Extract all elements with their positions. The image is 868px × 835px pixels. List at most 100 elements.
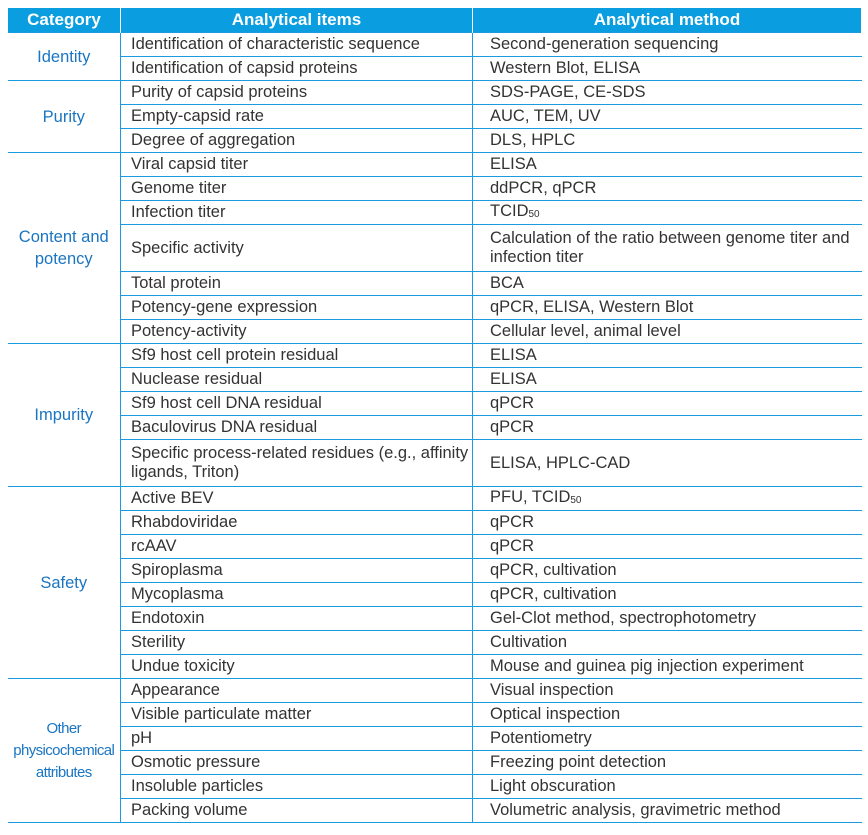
analytical-item-cell: Osmotic pressure bbox=[120, 750, 473, 775]
table-row: Nuclease residual ELISA bbox=[8, 367, 862, 392]
method-text: Cellular level, animal level bbox=[490, 322, 681, 340]
category-cell: Content and potency bbox=[7, 152, 121, 344]
table-row: Content and potency Viral capsid titer ELI… bbox=[7, 152, 862, 344]
analytical-item-cell: Specific process-related residues (e.g.,… bbox=[120, 439, 473, 487]
method-text: ELISA bbox=[490, 155, 537, 173]
analytical-item-cell: Sterility bbox=[120, 630, 473, 655]
analytical-method-cell: Cultivation bbox=[472, 630, 862, 655]
method-text: Light obscuration bbox=[490, 777, 616, 795]
analytical-item-cell: Degree of aggregation bbox=[120, 128, 473, 153]
header-items: Analytical items bbox=[120, 8, 473, 33]
header-method: Analytical method bbox=[472, 8, 862, 33]
method-text: ELISA, HPLC-CAD bbox=[490, 453, 631, 472]
method-text: Optical inspection bbox=[490, 705, 621, 723]
analytical-method-cell: Cellular level, animal level bbox=[472, 319, 862, 344]
analytical-item-cell: Viral capsid titer bbox=[120, 152, 473, 177]
table-row: Empty-capsid rate AUC, TEM, UV bbox=[8, 104, 862, 129]
table-row: Total protein BCA bbox=[8, 271, 862, 296]
method-subscript: 50 bbox=[570, 494, 582, 506]
category-cell: Other physicochemical attributes bbox=[7, 678, 121, 823]
analytical-item-cell: Genome titer bbox=[120, 176, 473, 201]
table-row: Endotoxin Gel-Clot method, spectrophotome… bbox=[8, 606, 862, 631]
table-row: Insoluble particles Light obscuration bbox=[8, 774, 862, 799]
analytical-method-cell: qPCR bbox=[472, 534, 862, 559]
method-text: qPCR, ELISA, Western Blot bbox=[490, 298, 694, 316]
table-row: Rhabdoviridae qPCR bbox=[8, 510, 862, 535]
analytical-method-cell: Potentiometry bbox=[472, 726, 862, 751]
method-text: Western Blot, ELISA bbox=[490, 59, 641, 77]
analytical-item-cell: Identification of capsid proteins bbox=[120, 56, 473, 81]
method-text: DLS, HPLC bbox=[490, 131, 576, 149]
method-text: qPCR, cultivation bbox=[490, 585, 617, 603]
table-row: Purity Purity of capsid proteins SDS-PAGE,… bbox=[7, 80, 862, 153]
table-row: Mycoplasma qPCR, cultivation bbox=[8, 582, 862, 607]
method-text: qPCR bbox=[490, 394, 535, 412]
table-row: Osmotic pressure Freezing point detection bbox=[8, 750, 862, 775]
method-text: AUC, TEM, UV bbox=[490, 107, 601, 125]
table-row: Identification of capsid proteins Western… bbox=[8, 56, 862, 81]
analytical-item-cell: Mycoplasma bbox=[120, 582, 473, 607]
table-row: Safety Active BEV PFU, TCID50 bbox=[7, 486, 862, 679]
header-category: Category bbox=[7, 8, 121, 33]
table-row: Sf9 host cell DNA residual qPCR bbox=[8, 391, 862, 416]
method-text: qPCR bbox=[490, 537, 535, 555]
table-row: Genome titer ddPCR, qPCR bbox=[8, 176, 862, 201]
analytical-method-cell: ELISA bbox=[472, 343, 862, 368]
table-row: Impurity Sf9 host cell protein residual EL… bbox=[7, 343, 862, 487]
table-row: Packing volume Volumetric analysis, gravi… bbox=[8, 798, 862, 823]
method-text: Mouse and guinea pig injection experimen… bbox=[490, 657, 804, 675]
analytical-item-cell: Sf9 host cell protein residual bbox=[120, 343, 473, 368]
analytical-method-cell: ELISA bbox=[472, 152, 862, 177]
analytical-method-cell: DLS, HPLC bbox=[472, 128, 862, 153]
category-cell: Safety bbox=[7, 486, 121, 679]
analytical-item-cell: Packing volume bbox=[120, 798, 473, 823]
method-text: qPCR, cultivation bbox=[490, 561, 617, 579]
table-row: Identity Identification of characteristic… bbox=[7, 32, 862, 81]
analytical-item-cell: Sf9 host cell DNA residual bbox=[120, 391, 473, 416]
table-row: Infection titer TCID50 bbox=[8, 200, 862, 225]
method-text: Freezing point detection bbox=[490, 753, 667, 771]
analytical-method-cell: ELISA bbox=[472, 367, 862, 392]
analytical-item-cell: Spiroplasma bbox=[120, 558, 473, 583]
analytical-method-cell: Western Blot, ELISA bbox=[472, 56, 862, 81]
category-cell: Purity bbox=[7, 80, 121, 153]
analytical-method-cell: Optical inspection bbox=[472, 702, 862, 727]
analytical-item-cell: Insoluble particles bbox=[120, 774, 473, 799]
analytical-method-cell: TCID50 bbox=[472, 200, 862, 225]
analytical-item-cell: Identification of characteristic sequenc… bbox=[120, 32, 473, 57]
analytical-method-cell: qPCR, ELISA, Western Blot bbox=[472, 295, 862, 320]
analytical-method-cell: qPCR bbox=[472, 415, 862, 440]
analytical-item-cell: Active BEV bbox=[120, 486, 473, 511]
method-text: TCID bbox=[490, 201, 529, 220]
table-row: Baculovirus DNA residual qPCR bbox=[8, 415, 862, 440]
method-text: SDS-PAGE, CE-SDS bbox=[490, 83, 646, 101]
analytical-method-cell: SDS-PAGE, CE-SDS bbox=[472, 80, 862, 105]
method-text: Gel-Clot method, spectrophotometry bbox=[490, 609, 756, 627]
method-text: ddPCR, qPCR bbox=[490, 179, 597, 197]
method-text: Calculation of the ratio between genome … bbox=[490, 229, 850, 266]
category-cell: Impurity bbox=[7, 343, 121, 487]
analytical-method-cell: PFU, TCID50 bbox=[472, 486, 862, 511]
table-row: Undue toxicity Mouse and guinea pig injec… bbox=[8, 654, 862, 679]
analytical-item-cell: pH bbox=[120, 726, 473, 751]
analytical-method-cell: Mouse and guinea pig injection experimen… bbox=[472, 654, 862, 679]
method-subscript: 50 bbox=[528, 208, 540, 220]
analytical-item-cell: rcAAV bbox=[120, 534, 473, 559]
analytical-method-cell: ddPCR, qPCR bbox=[472, 176, 862, 201]
table-row: Visible particulate matter Optical inspec… bbox=[8, 702, 862, 727]
method-text: qPCR bbox=[490, 513, 535, 531]
method-text: Volumetric analysis, gravimetric method bbox=[490, 801, 781, 819]
method-text: Cultivation bbox=[490, 633, 568, 651]
category-cell: Identity bbox=[7, 32, 121, 81]
analytical-method-cell: Light obscuration bbox=[472, 774, 862, 799]
method-text: Potentiometry bbox=[490, 729, 592, 747]
analytical-method-cell: qPCR bbox=[472, 510, 862, 535]
analytical-method-cell: qPCR, cultivation bbox=[472, 558, 862, 583]
table-body: Identity Identification of characteristic… bbox=[7, 32, 862, 823]
analytical-method-cell: BCA bbox=[472, 271, 862, 296]
method-text: Visual inspection bbox=[490, 681, 614, 699]
analytical-item-cell: Total protein bbox=[120, 271, 473, 296]
analytical-item-cell: Purity of capsid proteins bbox=[120, 80, 473, 105]
method-text: qPCR bbox=[490, 418, 535, 436]
method-text: ELISA bbox=[490, 370, 537, 388]
